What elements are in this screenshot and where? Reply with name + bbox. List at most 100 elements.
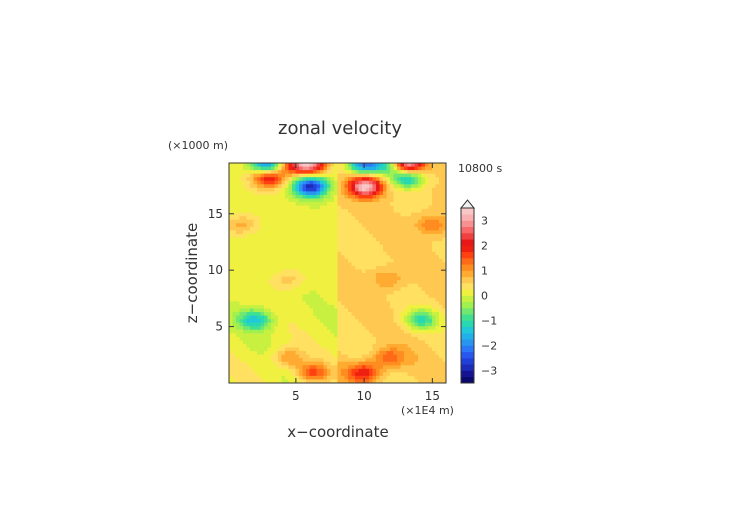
heatmap-cell (428, 177, 433, 182)
heatmap-cell (365, 276, 370, 281)
heatmap-cell (323, 184, 328, 189)
heatmap-cell (250, 358, 254, 363)
heatmap-cell (278, 191, 282, 196)
heatmap-cell (299, 233, 303, 238)
heatmap-cell (344, 354, 349, 359)
heatmap-cell (418, 262, 422, 267)
heatmap-cell (390, 304, 394, 309)
heatmap-cell (421, 347, 426, 352)
heatmap-cell (421, 372, 426, 377)
heatmap-cell (369, 276, 373, 281)
heatmap-cell (295, 301, 300, 306)
heatmap-cell (327, 347, 331, 352)
heatmap-cell (257, 233, 261, 238)
heatmap-cell (362, 191, 366, 196)
heatmap-cell (442, 241, 447, 246)
heatmap-cell (383, 297, 387, 302)
heatmap-cell (306, 287, 310, 292)
heatmap-cell (264, 248, 268, 253)
heatmap-cell (442, 368, 447, 373)
heatmap-cell (365, 166, 370, 171)
heatmap-cell (250, 308, 254, 313)
heatmap-cell (404, 294, 408, 299)
heatmap-cell (274, 379, 279, 384)
heatmap-cell (442, 322, 447, 327)
heatmap-cell (383, 269, 387, 274)
heatmap-cell (386, 177, 391, 182)
heatmap-cell (432, 287, 436, 292)
heatmap-cell (369, 287, 373, 292)
heatmap-cell (337, 333, 342, 338)
heatmap-cell (323, 177, 328, 182)
heatmap-cell (323, 347, 328, 352)
heatmap-cell (316, 326, 321, 331)
heatmap-cell (393, 205, 398, 210)
heatmap-cell (379, 375, 384, 380)
heatmap-cell (439, 194, 443, 199)
heatmap-cell (411, 216, 415, 221)
heatmap-cell (232, 223, 237, 228)
heatmap-cell (435, 287, 440, 292)
heatmap-cell (243, 343, 247, 348)
heatmap-cell (267, 216, 272, 221)
heatmap-cell (411, 351, 415, 356)
heatmap-cell (320, 219, 324, 224)
heatmap-cell (411, 354, 415, 359)
heatmap-cell (246, 184, 251, 189)
heatmap-cell (281, 294, 286, 299)
heatmap-cell (386, 358, 391, 363)
heatmap-cell (281, 237, 286, 242)
heatmap-cell (330, 340, 335, 345)
heatmap-cell (351, 379, 356, 384)
heatmap-cell (390, 322, 394, 327)
heatmap-cell (414, 368, 419, 373)
heatmap-cell (320, 223, 324, 228)
heatmap-cell (341, 209, 345, 214)
heatmap-cell (372, 315, 377, 320)
heatmap-cell (327, 244, 331, 249)
heatmap-cell (229, 191, 233, 196)
heatmap-cell (379, 258, 384, 263)
heatmap-cell (278, 205, 282, 210)
heatmap-cell (288, 329, 293, 334)
heatmap-cell (372, 347, 377, 352)
heatmap-cell (442, 315, 447, 320)
heatmap-cell (372, 219, 377, 224)
heatmap-cell (432, 180, 436, 185)
heatmap-cell (383, 166, 387, 171)
heatmap-cell (313, 255, 317, 260)
heatmap-cell (337, 194, 342, 199)
heatmap-cell (362, 184, 366, 189)
heatmap-cell (397, 343, 401, 348)
heatmap-cell (260, 273, 265, 277)
heatmap-cell (348, 202, 352, 206)
heatmap-cell (302, 315, 307, 320)
heatmap-cell (393, 180, 398, 185)
heatmap-cell (435, 308, 440, 313)
heatmap-cell (365, 290, 370, 295)
heatmap-cell (267, 233, 272, 238)
heatmap-cell (432, 202, 436, 206)
heatmap-cell (337, 180, 342, 185)
heatmap-cell (411, 226, 415, 231)
heatmap-cell (358, 301, 363, 306)
heatmap-cell (418, 255, 422, 260)
heatmap-cell (267, 187, 272, 192)
heatmap-cell (285, 372, 289, 377)
heatmap-cell (393, 191, 398, 196)
heatmap-cell (274, 287, 279, 292)
heatmap-cell (257, 202, 261, 206)
heatmap-cell (239, 187, 244, 192)
heatmap-cell (418, 173, 422, 178)
heatmap-cell (243, 244, 247, 249)
heatmap-cell (334, 290, 338, 295)
heatmap-cell (302, 163, 307, 167)
heatmap-cell (355, 244, 359, 249)
heatmap-cell (302, 202, 307, 206)
heatmap-cell (421, 251, 426, 256)
heatmap-cell (362, 223, 366, 228)
heatmap-cell (271, 329, 275, 334)
colorbar-swatch (461, 233, 474, 240)
heatmap-cell (295, 205, 300, 210)
heatmap-cell (278, 361, 282, 366)
